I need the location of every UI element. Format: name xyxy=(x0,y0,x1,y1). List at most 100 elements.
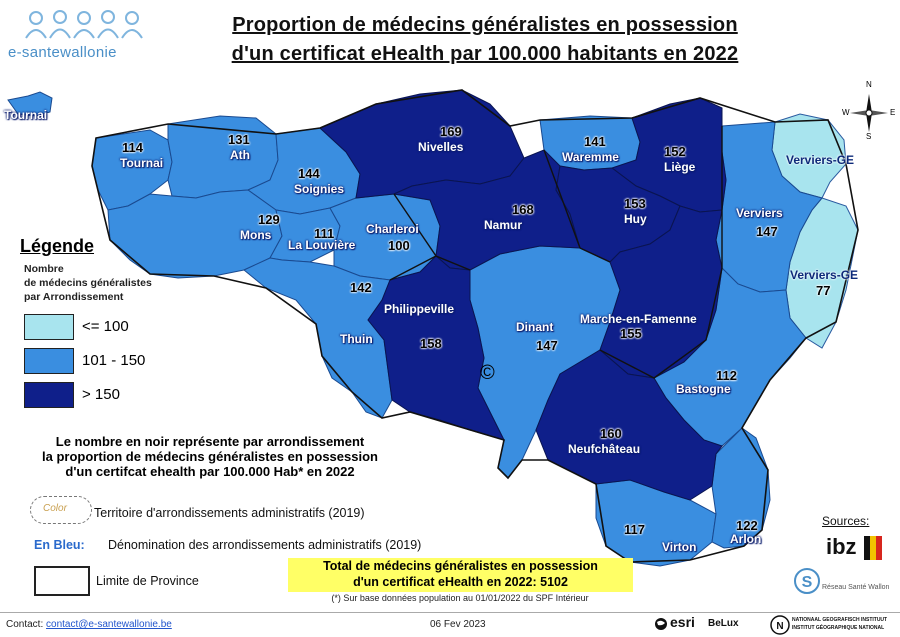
label-verviers-ge-south: Verviers-GE xyxy=(790,268,859,282)
title-line-1: Proportion de médecins généralistes en p… xyxy=(232,14,738,36)
value-waremme: 141 xyxy=(584,134,606,149)
value-neufchateau: 160 xyxy=(600,426,622,441)
label-nivelles: Nivelles xyxy=(418,140,464,154)
copyright-mark: © xyxy=(480,362,495,384)
note-line-2: la proportion de médecins généralistes e… xyxy=(42,449,378,464)
label-huy: Huy xyxy=(624,212,647,226)
value-verviers-ge: 77 xyxy=(816,283,831,298)
reseau-text: Réseau Santé Wallon xyxy=(822,584,890,591)
belux-text: BeLux xyxy=(708,618,739,629)
territory-swatch: Color xyxy=(30,496,92,524)
value-mons: 129 xyxy=(258,212,280,227)
value-verviers: 147 xyxy=(756,224,778,239)
ibz-logo: ibz xyxy=(826,534,886,564)
ngi-line-2: INSTITUT GÉOGRAPHIQUE NATIONAL xyxy=(792,625,885,631)
compass-rose-icon xyxy=(850,94,888,132)
legend-subtitle-1: Nombre xyxy=(24,263,64,275)
ngi-line-1: NATIONAAL GEOGRAFISCH INSTITUUT xyxy=(792,617,888,623)
value-virton: 117 xyxy=(624,522,645,537)
legend-swatch-low xyxy=(24,314,74,340)
province-text: Limite de Province xyxy=(96,574,199,588)
title-line-2: d'un certificat eHealth par 100.000 habi… xyxy=(231,43,739,65)
footnote: (*) Sur base données population au 01/01… xyxy=(331,593,589,603)
sources-label: Sources: xyxy=(822,514,870,528)
reseau-s-icon: S xyxy=(794,568,820,594)
explanation-note: Le nombre en noir représente par arrondi… xyxy=(0,434,420,479)
reseau-logo: S Réseau Santé Wallon xyxy=(794,566,894,600)
label-la-louviere: La Louvière xyxy=(288,238,356,252)
label-neufchateau: Neufchâteau xyxy=(568,442,641,456)
label-soignies: Soignies xyxy=(294,182,345,196)
ibz-text: ibz xyxy=(826,534,857,559)
footer-date: 06 Fev 2023 xyxy=(430,619,486,630)
logo-text: e-santewallonie xyxy=(8,44,117,61)
label-dinant: Dinant xyxy=(516,320,554,334)
label-verviers-ge-north: Verviers-GE xyxy=(786,153,855,167)
district-inset-comines xyxy=(7,91,53,117)
people-logo-icon xyxy=(25,10,143,39)
value-arlon: 122 xyxy=(736,518,758,533)
legend-subtitle: Nombre de médecins généralistes par Arro… xyxy=(24,262,152,304)
legend-label-mid: 101 - 150 xyxy=(82,352,146,369)
value-huy: 153 xyxy=(624,196,646,211)
province-swatch xyxy=(34,566,90,596)
footer-divider xyxy=(0,612,900,613)
value-charleroi: 100 xyxy=(388,238,410,253)
label-virton: Virton xyxy=(662,540,697,554)
legend-swatch-high xyxy=(24,382,74,408)
legend-subtitle-2: de médecins généralistes xyxy=(24,277,152,289)
legend-title: Légende xyxy=(20,236,95,256)
legend-label-low: <= 100 xyxy=(82,318,129,335)
territory-swatch-text: Color xyxy=(43,503,67,514)
label-bastogne: Bastogne xyxy=(676,382,731,396)
label-thuin: Thuin xyxy=(340,332,373,346)
value-liege: 152 xyxy=(664,144,686,159)
svg-text:N: N xyxy=(776,621,783,632)
province-boundary xyxy=(91,89,859,563)
esri-text: esri xyxy=(670,614,695,630)
logo: e-santewallonie xyxy=(8,6,160,68)
district-la-louviere xyxy=(269,207,341,263)
footer-contact: Contact: contact@e-santewallonie.be xyxy=(6,619,172,630)
value-dinant: 147 xyxy=(536,338,558,353)
compass-n: N xyxy=(866,80,872,89)
value-bastogne: 112 xyxy=(716,368,737,383)
territory-text: Territoire d'arrondissements administrat… xyxy=(94,506,365,520)
ngi-emblem-icon: N xyxy=(770,615,790,635)
district-philippeville xyxy=(367,255,505,441)
total-line-2: d'un certificat eHealth en 2022: 5102 xyxy=(353,575,568,589)
value-ath: 131 xyxy=(228,132,250,147)
footer-contact-label: Contact: xyxy=(6,619,44,630)
total-box: Total de médecins généralistes en posses… xyxy=(288,558,633,592)
compass-s: S xyxy=(866,132,872,141)
value-marche-en-famenne: 155 xyxy=(620,326,642,341)
compass: N S W E xyxy=(842,80,895,141)
label-ath: Ath xyxy=(230,148,250,162)
legend-subtitle-3: par Arrondissement xyxy=(24,291,124,303)
value-soignies: 144 xyxy=(298,166,320,181)
blue-text: Dénomination des arrondissements adminis… xyxy=(108,538,422,552)
label-arlon: Arlon xyxy=(730,532,762,546)
province-boundary-internal xyxy=(389,126,723,379)
blue-label: En Bleu: xyxy=(34,538,85,552)
note-line-1: Le nombre en noir représente par arrondi… xyxy=(55,434,365,449)
label-tournai: Tournai xyxy=(120,156,164,170)
esri-globe-icon xyxy=(655,618,667,630)
footer-contact-email[interactable]: contact@e-santewallonie.be xyxy=(46,619,172,630)
value-nivelles: 169 xyxy=(440,124,462,139)
note-line-3: d'un certifcat ehealth par 100.000 Hab* … xyxy=(65,464,355,479)
legend-label-high: > 150 xyxy=(82,386,120,403)
svg-text:S: S xyxy=(802,574,813,591)
label-marche-en-famenne: Marche-en-Famenne xyxy=(580,312,697,326)
value-la-louviere: 111 xyxy=(314,226,335,241)
label-charleroi: Charleroi xyxy=(366,222,419,236)
label-mons: Mons xyxy=(240,228,272,242)
value-tournai: 114 xyxy=(122,140,143,155)
label-waremme: Waremme xyxy=(562,150,619,164)
value-namur: 168 xyxy=(512,202,534,217)
district-marche-en-famenne xyxy=(599,205,723,379)
legend-swatch-mid xyxy=(24,348,74,374)
value-philippeville: 158 xyxy=(420,336,442,351)
value-thuin: 142 xyxy=(350,280,372,295)
